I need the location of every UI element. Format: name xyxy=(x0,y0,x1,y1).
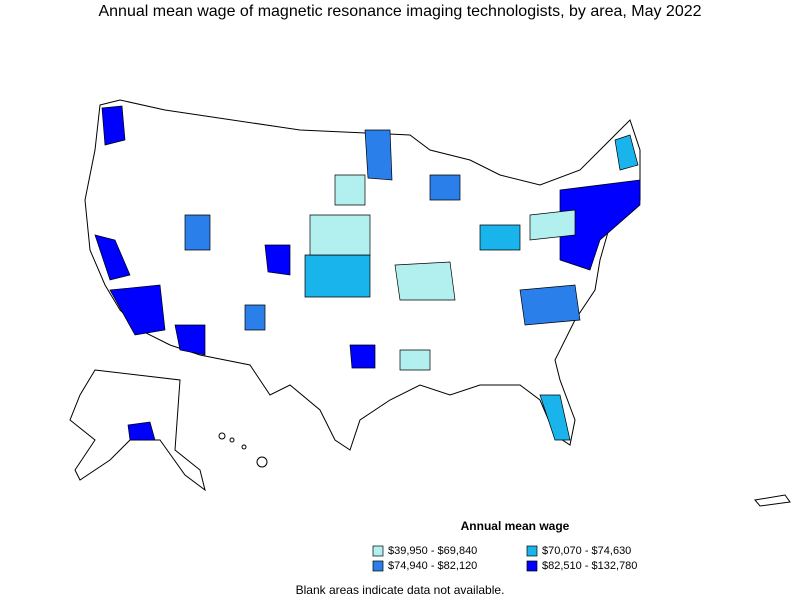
wage-area xyxy=(309,214,371,256)
wage-area xyxy=(429,174,461,201)
wage-area xyxy=(399,349,431,371)
wage-area xyxy=(304,254,371,298)
legend-title: Annual mean wage xyxy=(461,519,570,533)
wage-area xyxy=(519,284,581,326)
wage-area xyxy=(349,344,376,369)
legend-swatch xyxy=(526,560,538,572)
hawaii xyxy=(218,432,268,468)
wage-area xyxy=(529,209,576,241)
wage-area xyxy=(364,129,393,181)
legend: $39,950 - $69,840 $70,070 - $74,630 $74,94… xyxy=(372,545,637,572)
map-title: Annual mean wage of magnetic resonance i… xyxy=(98,3,701,20)
wage-area xyxy=(101,105,126,146)
wage-area xyxy=(109,284,166,336)
legend-swatch xyxy=(526,545,538,557)
wage-area xyxy=(174,324,206,356)
puerto-rico xyxy=(754,494,791,507)
map xyxy=(69,99,791,507)
legend-swatch xyxy=(372,545,384,557)
wage-area xyxy=(394,261,456,301)
legend-label: $39,950 - $69,840 xyxy=(388,545,477,557)
footnote: Blank areas indicate data not available. xyxy=(296,583,505,597)
wage-area xyxy=(184,214,211,251)
wage-area xyxy=(334,174,366,206)
wage-area xyxy=(479,224,521,251)
wage-areas xyxy=(94,105,641,441)
wage-area xyxy=(264,244,291,276)
legend-label: $74,940 - $82,120 xyxy=(388,560,477,572)
wage-area xyxy=(614,134,639,171)
wage-area xyxy=(94,234,131,281)
legend-label: $82,510 - $132,780 xyxy=(542,560,637,572)
wage-area xyxy=(559,179,641,271)
wage-area xyxy=(539,394,571,441)
wage-area xyxy=(244,304,266,331)
legend-label: $70,070 - $74,630 xyxy=(542,545,631,557)
wage-area xyxy=(127,421,156,441)
legend-swatch xyxy=(372,560,384,572)
